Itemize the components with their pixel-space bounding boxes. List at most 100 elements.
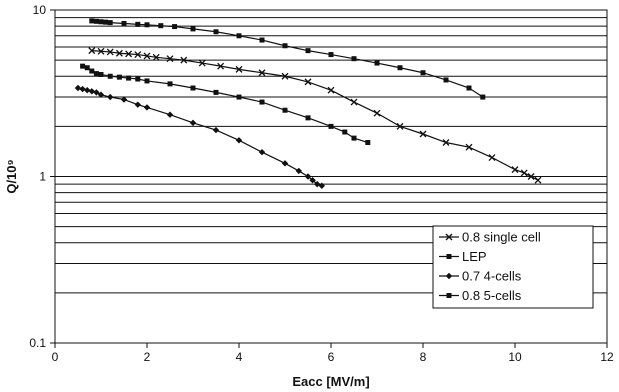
data-point — [318, 182, 325, 189]
data-point — [152, 53, 160, 61]
legend-item: 0.8 single cell — [439, 230, 541, 245]
data-point — [446, 254, 452, 259]
legend-item: 0.7 4-cells — [439, 269, 522, 284]
data-point — [527, 173, 535, 180]
legend: 0.8 single cell LEP 0.7 4-cells 0.8 5-cells — [432, 225, 594, 309]
legend-label: 0.7 4-cells — [462, 269, 522, 284]
data-point — [97, 91, 105, 98]
data-point — [350, 98, 358, 106]
data-point — [520, 169, 528, 177]
data-point — [396, 122, 404, 130]
data-point — [125, 50, 133, 58]
data-point — [143, 52, 151, 60]
data-point — [217, 62, 225, 70]
x-tick-label: 12 — [600, 350, 614, 364]
data-point — [281, 72, 289, 80]
data-point — [466, 85, 472, 91]
data-point — [328, 52, 334, 58]
data-point — [107, 73, 113, 79]
data-point — [374, 60, 380, 66]
data-point — [236, 33, 242, 39]
data-point — [351, 56, 357, 62]
data-point — [445, 233, 453, 241]
data-point — [465, 143, 473, 151]
data-point — [115, 49, 123, 57]
data-point — [89, 68, 95, 74]
data-point — [107, 93, 114, 101]
data-point — [144, 78, 150, 84]
data-point — [198, 59, 206, 67]
data-point — [445, 272, 453, 280]
data-point — [235, 137, 243, 144]
data-point — [121, 20, 127, 26]
data-point — [84, 86, 91, 94]
data-point — [98, 19, 104, 25]
data-point — [190, 26, 196, 32]
axes: 0 2 4 6 8 10 12 0.1 1 10 — [29, 3, 614, 364]
data-point — [143, 104, 151, 111]
data-point — [79, 85, 86, 93]
legend-label: 0.8 5-cells — [462, 288, 522, 303]
series-1 — [88, 47, 542, 184]
data-point — [305, 115, 311, 121]
data-point — [258, 69, 266, 77]
data-point — [342, 129, 348, 135]
data-point — [106, 48, 114, 56]
y-axis-title: Q/10⁹ — [4, 159, 19, 193]
data-point — [351, 135, 357, 141]
data-point — [166, 111, 174, 118]
data-point — [180, 56, 188, 64]
y-tick-label: 0.1 — [29, 336, 46, 350]
data-point — [172, 24, 178, 30]
data-point — [328, 123, 334, 129]
data-point — [258, 148, 266, 156]
data-point — [419, 130, 427, 138]
data-point — [93, 89, 100, 96]
series-line — [77, 87, 322, 187]
data-point — [235, 65, 243, 73]
data-point — [446, 293, 452, 298]
series-line — [91, 50, 539, 181]
data-point — [304, 173, 312, 180]
data-point — [93, 71, 99, 77]
y-tick-label: 1 — [39, 170, 46, 184]
data-point — [167, 81, 173, 87]
data-point — [365, 140, 371, 146]
data-point — [120, 96, 128, 103]
data-point — [135, 21, 141, 27]
data-point — [93, 18, 99, 24]
x-tick-label: 6 — [328, 350, 335, 364]
x-axis-title: Eacc [MV/m] — [292, 374, 369, 389]
data-point — [116, 74, 122, 80]
data-point — [420, 70, 426, 76]
data-point — [480, 94, 486, 100]
x-tick-label: 2 — [144, 350, 151, 364]
data-point — [443, 77, 449, 83]
series-2 — [80, 63, 371, 146]
data-point — [212, 126, 220, 134]
data-point — [89, 18, 95, 24]
data-point — [135, 76, 141, 82]
data-point — [305, 48, 311, 54]
data-point — [488, 154, 496, 161]
data-point — [134, 51, 142, 59]
data-point — [98, 71, 104, 77]
series-line — [91, 20, 484, 98]
data-point — [97, 47, 105, 55]
grid — [55, 17, 607, 294]
data-point — [74, 84, 82, 92]
data-point — [134, 101, 141, 108]
data-point — [190, 85, 196, 91]
data-point — [282, 107, 288, 113]
data-point — [534, 176, 542, 184]
legend-item: 0.8 5-cells — [439, 288, 522, 303]
data-point — [259, 99, 265, 105]
data-point — [144, 22, 150, 28]
data-point — [126, 75, 132, 81]
y-tick-label: 10 — [33, 3, 47, 17]
data-point — [158, 23, 164, 29]
series-3 — [74, 84, 325, 189]
data-point — [309, 177, 316, 184]
data-point — [295, 167, 302, 175]
